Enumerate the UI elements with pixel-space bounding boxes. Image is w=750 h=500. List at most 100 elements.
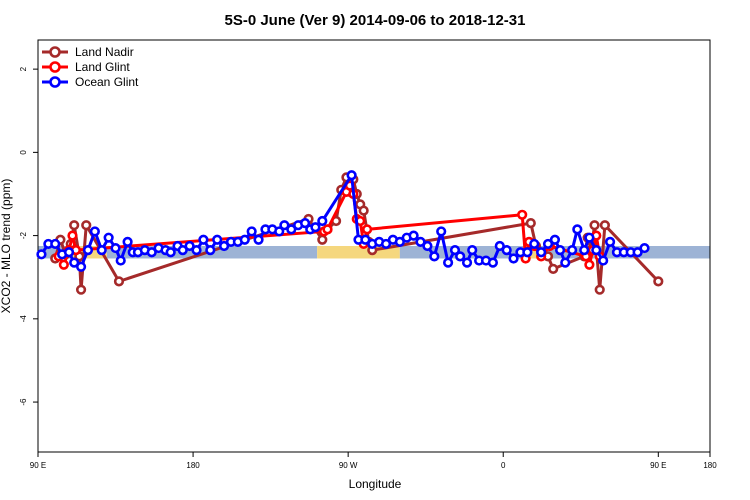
- data-point: [548, 263, 559, 274]
- data-point: [567, 245, 578, 256]
- data-point: [191, 245, 202, 256]
- data-point: [494, 240, 505, 252]
- legend: Land Nadir Land Glint Ocean Glint: [42, 45, 139, 89]
- data-point: [205, 245, 216, 256]
- data-point: [579, 245, 590, 256]
- data-point: [218, 240, 230, 252]
- legend-label: Land Nadir: [75, 45, 134, 59]
- data-point: [449, 245, 461, 256]
- data-point: [279, 220, 290, 231]
- data-point: [554, 245, 566, 256]
- data-point: [286, 224, 297, 235]
- y-tick-label: -6: [19, 398, 28, 406]
- data-point: [146, 247, 157, 258]
- y-tick-label: -2: [19, 231, 28, 239]
- data-point: [461, 257, 473, 268]
- data-point: [380, 238, 392, 250]
- data-point: [429, 251, 440, 262]
- series-layer: [36, 170, 664, 295]
- data-point: [75, 284, 87, 295]
- data-point: [584, 259, 595, 270]
- data-point: [599, 220, 610, 231]
- data-point: [591, 245, 602, 256]
- data-point: [394, 236, 405, 247]
- data-point: [529, 238, 540, 250]
- data-point: [522, 247, 533, 258]
- data-point: [360, 234, 371, 245]
- legend-label: Land Glint: [75, 60, 130, 74]
- data-point: [358, 205, 369, 216]
- data-point: [589, 220, 600, 231]
- data-point: [50, 238, 61, 250]
- data-point: [198, 234, 209, 245]
- data-point: [508, 253, 519, 264]
- data-point: [274, 226, 285, 237]
- plot-frame: [37, 39, 711, 453]
- legend-swatch-marker: [49, 46, 61, 58]
- data-point: [653, 276, 664, 287]
- data-point: [310, 222, 321, 233]
- data-point: [113, 276, 125, 287]
- data-point: [317, 234, 328, 245]
- data-point: [594, 284, 605, 295]
- x-tick-label: 90 E: [650, 461, 666, 470]
- series-ocean-glint: [36, 170, 650, 272]
- data-point: [253, 234, 264, 245]
- data-point: [436, 226, 447, 237]
- data-point: [103, 232, 114, 243]
- data-point: [639, 242, 650, 254]
- data-point: [549, 234, 561, 245]
- data-point: [69, 220, 80, 231]
- data-point: [165, 247, 176, 258]
- data-point: [36, 249, 47, 260]
- data-point: [525, 218, 536, 229]
- data-point: [184, 240, 195, 252]
- data-point: [584, 232, 595, 243]
- data-point: [560, 257, 571, 268]
- data-point: [415, 236, 426, 247]
- data-point: [63, 247, 75, 258]
- data-point: [598, 255, 609, 266]
- legend-item-land-nadir: Land Nadir: [42, 45, 134, 59]
- data-point: [501, 245, 512, 256]
- data-point: [299, 218, 311, 229]
- data-point: [604, 236, 616, 247]
- data-point: [67, 230, 78, 241]
- data-point: [455, 251, 466, 262]
- data-point: [362, 224, 373, 235]
- data-point: [542, 238, 554, 250]
- legend-item-land-glint: Land Glint: [42, 60, 130, 74]
- legend-item-ocean-glint: Ocean Glint: [42, 75, 139, 89]
- x-tick-label: 180: [186, 461, 200, 470]
- chart-title: 5S-0 June (Ver 9) 2014-09-06 to 2018-12-…: [224, 12, 525, 29]
- x-tick-label: 0: [501, 461, 506, 470]
- data-point: [442, 257, 454, 268]
- data-point: [177, 245, 188, 256]
- data-point: [632, 247, 643, 258]
- data-point: [536, 247, 547, 258]
- legend-swatch-marker: [49, 76, 61, 88]
- y-axis-label: XCO2 - MLO trend (ppm): [0, 179, 13, 314]
- x-tick-label: 180: [703, 461, 717, 470]
- data-point: [82, 245, 94, 256]
- data-point: [110, 242, 121, 254]
- data-point: [81, 220, 92, 231]
- data-point: [422, 240, 433, 252]
- data-point: [322, 224, 333, 235]
- data-point: [58, 259, 69, 270]
- data-point: [239, 234, 250, 245]
- y-axis: 2 0 -2 -4 -6: [19, 66, 38, 406]
- y-tick-label: 0: [19, 150, 28, 155]
- data-point: [89, 226, 100, 237]
- x-axis-label: Longitude: [349, 477, 402, 491]
- x-axis: 90 E 180 90 W 0 90 E 180: [30, 452, 717, 470]
- data-point: [69, 257, 80, 268]
- x-tick-label: 90 E: [30, 461, 46, 470]
- data-point: [246, 226, 257, 237]
- data-point: [487, 257, 498, 268]
- legend-label: Ocean Glint: [75, 75, 139, 89]
- x-tick-label: 90 W: [339, 461, 358, 470]
- data-point: [467, 245, 478, 256]
- data-point: [122, 236, 133, 247]
